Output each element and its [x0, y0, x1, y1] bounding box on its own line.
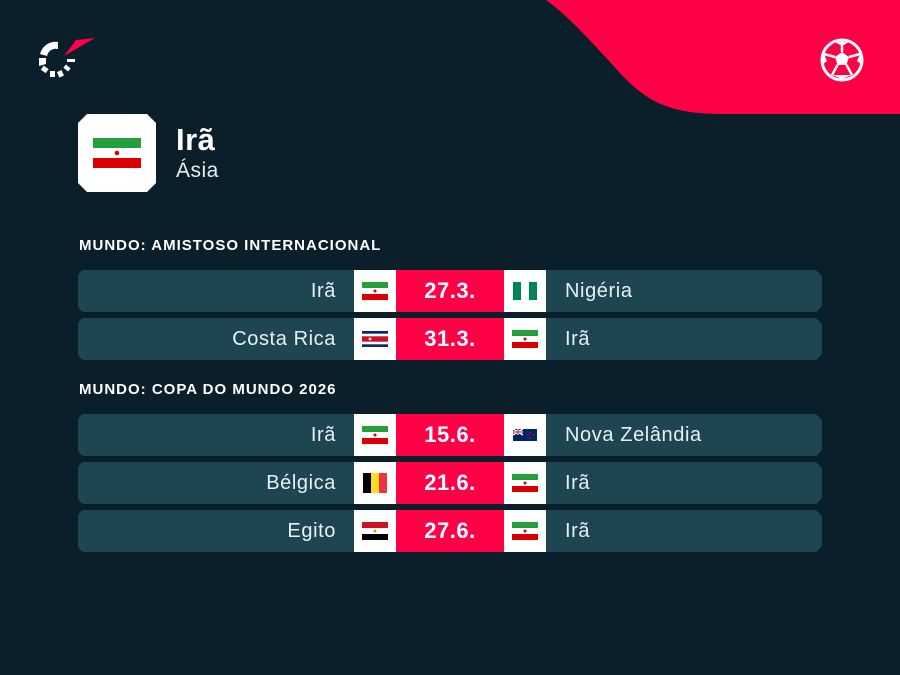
home-team: Bélgica — [78, 462, 354, 504]
section-title-world-cup: MUNDO: COPA DO MUNDO 2026 — [79, 381, 337, 398]
home-flag — [354, 414, 396, 456]
match-row[interactable]: Irã 15.6. Nova Zelândia — [78, 414, 822, 456]
flashscore-logo-icon[interactable] — [36, 36, 96, 80]
match-row[interactable]: Irã 27.3. Nigéria — [78, 270, 822, 312]
match-date: 27.3. — [396, 270, 504, 312]
match-row[interactable]: Egito 27.6. Irã — [78, 510, 822, 552]
new-zealand-flag-icon — [513, 429, 537, 441]
match-row[interactable]: Costa Rica 31.3. Irã — [78, 318, 822, 360]
match-date: 21.6. — [396, 462, 504, 504]
away-team: Nova Zelândia — [546, 414, 822, 456]
team-region: Ásia — [176, 159, 219, 182]
costa-rica-flag-icon — [362, 331, 388, 347]
match-date: 27.6. — [396, 510, 504, 552]
soccer-ball-icon — [820, 38, 864, 82]
home-flag — [354, 270, 396, 312]
home-team: Egito — [78, 510, 354, 552]
away-flag — [504, 510, 546, 552]
match-date: 15.6. — [396, 414, 504, 456]
away-flag — [504, 414, 546, 456]
iran-flag-icon — [93, 138, 141, 168]
header-accent-shape — [546, 0, 900, 114]
away-flag — [504, 318, 546, 360]
home-team: Irã — [78, 414, 354, 456]
iran-flag-icon — [512, 522, 538, 540]
home-team: Costa Rica — [78, 318, 354, 360]
match-row[interactable]: Bélgica 21.6. Irã — [78, 462, 822, 504]
away-team: Irã — [546, 510, 822, 552]
away-team: Irã — [546, 462, 822, 504]
team-name: Irã — [176, 122, 216, 157]
team-flag-box — [78, 114, 156, 192]
section-title-friendly: MUNDO: AMISTOSO INTERNACIONAL — [79, 237, 382, 254]
home-flag — [354, 510, 396, 552]
team-header: Irã Ásia — [78, 114, 219, 192]
egypt-flag-icon — [362, 522, 388, 540]
iran-flag-icon — [362, 282, 388, 300]
belgium-flag-icon — [363, 473, 387, 493]
home-flag — [354, 318, 396, 360]
iran-flag-icon — [362, 426, 388, 444]
away-team: Irã — [546, 318, 822, 360]
match-date: 31.3. — [396, 318, 504, 360]
home-flag — [354, 462, 396, 504]
iran-flag-icon — [512, 474, 538, 492]
iran-flag-icon — [512, 330, 538, 348]
away-flag — [504, 462, 546, 504]
nigeria-flag-icon — [513, 282, 537, 300]
away-team: Nigéria — [546, 270, 822, 312]
away-flag — [504, 270, 546, 312]
home-team: Irã — [78, 270, 354, 312]
